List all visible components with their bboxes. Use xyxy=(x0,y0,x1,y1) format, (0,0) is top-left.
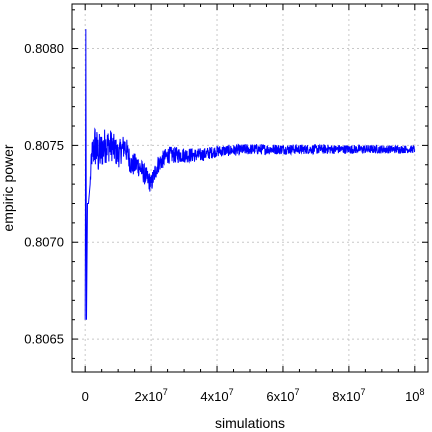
x-tick-label-base: 4x10 xyxy=(200,389,228,404)
axis-ticks xyxy=(72,4,428,372)
x-tick-label-exponent: 7 xyxy=(163,387,168,397)
x-tick-label: 6x107 xyxy=(266,387,299,404)
x-tick-label-exponent: 7 xyxy=(229,387,234,397)
y-tick-label: 0.8065 xyxy=(24,332,64,347)
x-tick-label: 8x107 xyxy=(332,387,365,404)
x-tick-label-base: 6x10 xyxy=(266,389,294,404)
x-tick-label-base: 10 xyxy=(405,389,419,404)
x-tick-label: 2x107 xyxy=(135,387,168,404)
y-tick-label: 0.8070 xyxy=(24,235,64,250)
x-tick-label-base: 2x10 xyxy=(135,389,163,404)
grid-lines xyxy=(72,4,428,372)
y-tick-label: 0.8075 xyxy=(24,138,64,153)
x-tick-label-base: 8x10 xyxy=(332,389,360,404)
x-tick-label-exponent: 7 xyxy=(295,387,300,397)
axis-tick-labels: 0 2x107 4x107 6x107 8x107 1080.80650.80700.80… xyxy=(24,41,424,404)
x-tick-label-exponent: 8 xyxy=(420,387,425,397)
x-tick-label: 108 xyxy=(405,387,424,404)
plot-area xyxy=(84,29,416,320)
x-axis-label: simulations xyxy=(215,415,285,431)
y-axis-label: empiric power xyxy=(0,144,16,231)
y-tick-label: 0.8080 xyxy=(24,41,64,56)
x-tick-label: 0 xyxy=(82,389,89,404)
x-tick-label: 4x107 xyxy=(200,387,233,404)
series-line-0 xyxy=(84,29,416,320)
x-tick-label-exponent: 7 xyxy=(360,387,365,397)
x-tick-label-base: 0 xyxy=(82,389,89,404)
